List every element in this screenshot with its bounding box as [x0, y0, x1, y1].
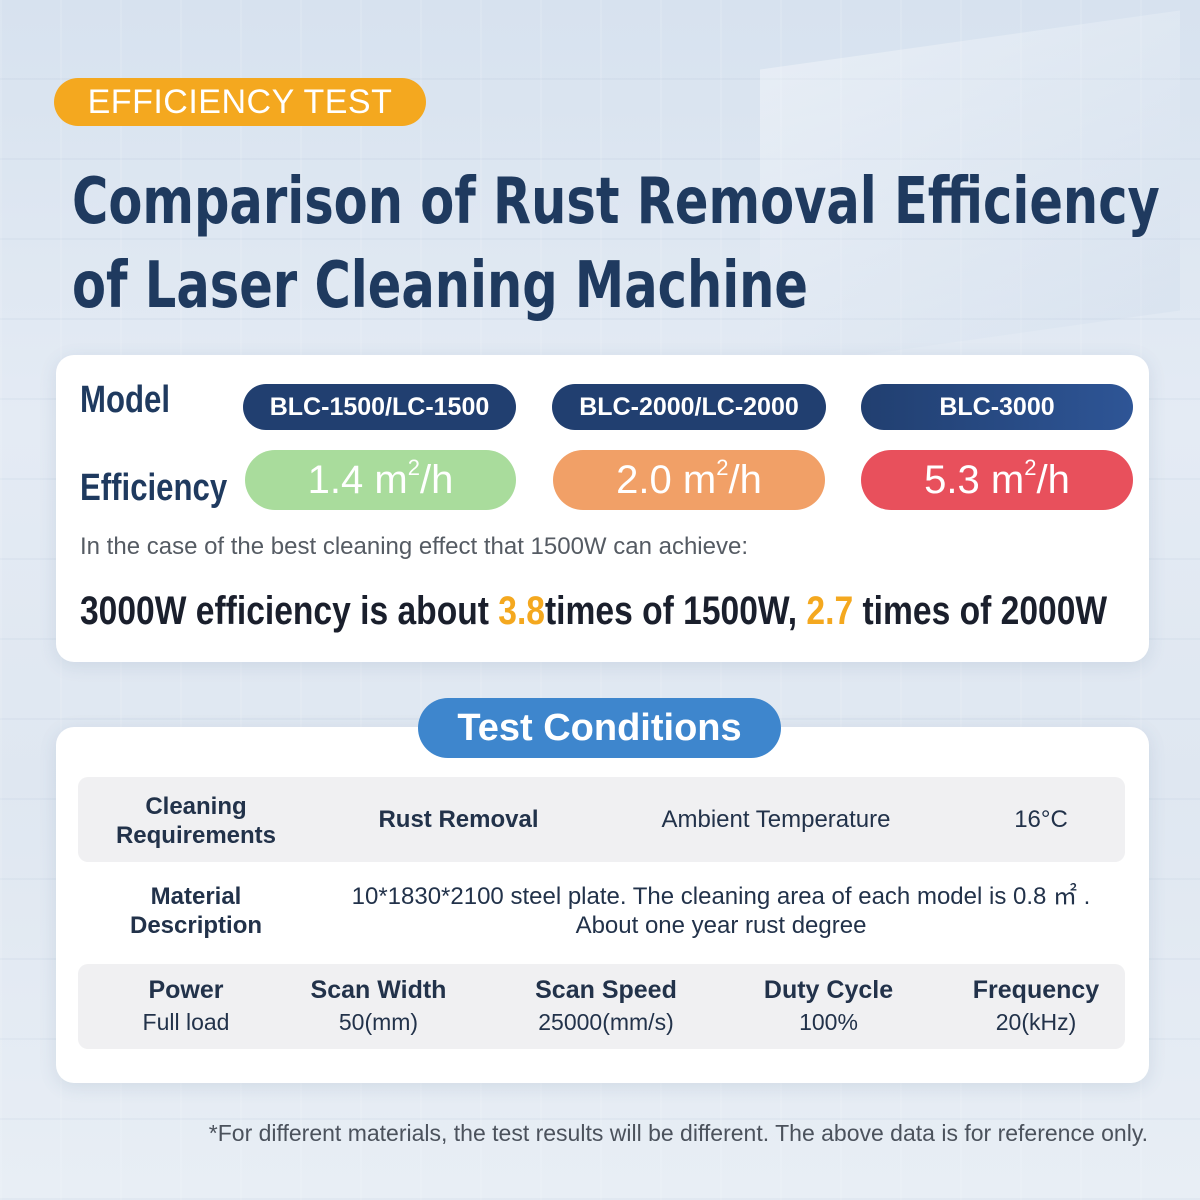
cleaning-requirements-label: Cleaning Requirements: [115, 793, 277, 849]
comparison-card: Model Efficiency BLC-1500/LC-1500 BLC-20…: [56, 355, 1149, 662]
material-description-label: Material Description: [129, 883, 263, 939]
spec-power-label: Power: [148, 976, 224, 1004]
spec-frequency: Frequency 20(kHz): [956, 974, 1116, 1038]
row-band-cleaning: [78, 777, 1125, 862]
spec-power-value: Full load: [142, 1009, 230, 1035]
spec-frequency-label: Frequency: [972, 976, 1100, 1004]
spec-scan-speed: Scan Speed 25000(mm/s): [506, 974, 706, 1038]
model-pill-1500: BLC-1500/LC-1500: [243, 384, 516, 430]
efficiency-value-3000: 5.3 m: [924, 458, 1025, 502]
efficiency-value-2000: 2.0 m: [616, 458, 717, 502]
page-title: Comparison of Rust Removal Efficiency of…: [72, 160, 1160, 328]
material-description-line-1: 10*1830*2100 steel plate. The cleaning a…: [351, 883, 1091, 910]
comparison-note: In the case of the best cleaning effect …: [80, 533, 748, 560]
ambient-temperature-label: Ambient Temperature: [661, 806, 891, 833]
cleaning-requirements-value: Rust Removal: [378, 806, 539, 833]
highlight-2-7: 2.7: [806, 589, 854, 633]
spec-scan-speed-label: Scan Speed: [535, 976, 677, 1004]
conclusion-text-1: 3000W efficiency is about: [80, 589, 499, 633]
spec-scan-width-label: Scan Width: [310, 976, 447, 1004]
spec-scan-speed-value: 25000(mm/s): [538, 1009, 674, 1035]
unit-tail: /h: [419, 458, 454, 502]
efficiency-pill-3000: 5.3 m2/h: [861, 450, 1133, 510]
spec-duty-cycle-label: Duty Cycle: [763, 976, 894, 1004]
title-line-2: of Laser Cleaning Machine: [72, 249, 809, 323]
efficiency-test-tag: EFFICIENCY TEST: [54, 78, 426, 126]
model-label: Model: [80, 379, 171, 421]
spec-power: Power Full load: [116, 974, 256, 1038]
unit-superscript: 2: [407, 455, 420, 480]
unit-tail: /h: [1036, 458, 1070, 502]
material-description-value: 10*1830*2100 steel plate. The cleaning a…: [306, 882, 1136, 940]
unit-tail: /h: [728, 458, 762, 502]
material-description-line-2: About one year rust degree: [575, 912, 867, 939]
spec-scan-width-value: 50(mm): [338, 1009, 419, 1035]
efficiency-value-1500: 1.4 m: [307, 458, 408, 502]
conclusion-text-3: times of 2000W: [853, 589, 1108, 633]
efficiency-pill-1500: 1.4 m2/h: [245, 450, 516, 510]
spec-frequency-value: 20(kHz): [995, 1009, 1077, 1035]
conclusion-text-2: times of 1500W,: [544, 589, 807, 633]
test-conditions-card: Cleaning Requirements Rust Removal Ambie…: [56, 727, 1149, 1083]
efficiency-pill-2000: 2.0 m2/h: [553, 450, 825, 510]
efficiency-label: Efficiency: [80, 467, 228, 509]
unit-superscript: 2: [716, 455, 729, 480]
spec-duty-cycle: Duty Cycle 100%: [746, 974, 911, 1038]
spec-duty-cycle-value: 100%: [799, 1009, 858, 1035]
model-pill-2000: BLC-2000/LC-2000: [552, 384, 826, 430]
test-conditions-heading: Test Conditions: [418, 698, 781, 758]
ambient-temperature-value: 16°C: [1014, 806, 1068, 833]
unit-superscript: 2: [1024, 455, 1037, 480]
highlight-3-8: 3.8: [498, 589, 545, 633]
row-band-specs: [78, 964, 1125, 1049]
reference-footnote: *For different materials, the test resul…: [208, 1120, 1148, 1146]
spec-scan-width: Scan Width 50(mm): [296, 974, 461, 1038]
efficiency-conclusion: 3000W efficiency is about 3.8times of 15…: [80, 589, 1107, 634]
model-pill-3000: BLC-3000: [861, 384, 1133, 430]
title-line-1: Comparison of Rust Removal Efficiency: [72, 165, 1160, 239]
